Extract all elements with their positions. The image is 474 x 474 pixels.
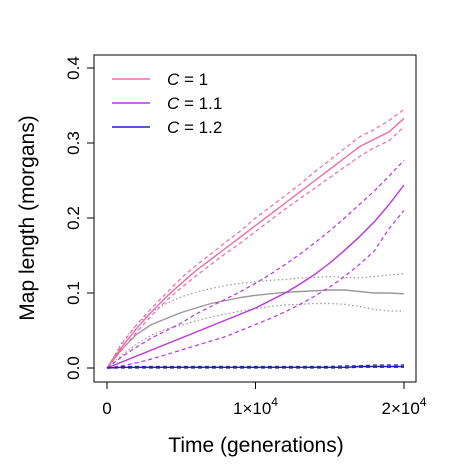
legend: C = 1 C = 1.1 C = 1.2	[112, 70, 222, 137]
series-line-C-1_1-dashed-4	[106, 159, 405, 369]
series-line-unlabeled-dotted-10	[106, 272, 405, 369]
y-tick-label-1: 0.1	[64, 281, 83, 305]
series-line-C-1-dashed-1	[106, 108, 405, 369]
series-line-C-1_2-solid-6	[106, 365, 404, 369]
x-axis: 0 1×104 2×104	[102, 381, 427, 418]
y-tick-label-2: 0.2	[64, 206, 83, 230]
series-line-C-1-dashed-2	[106, 126, 405, 369]
series-layer	[106, 108, 405, 369]
series-line-unlabeled-dotted-11	[106, 302, 404, 369]
series-line-C-1_2-dashed-8	[107, 366, 404, 369]
y-tick-label-3: 0.3	[64, 131, 83, 155]
x-tick-label-2: 2×104	[382, 395, 427, 418]
series-line-C-1_2-dashed-7	[106, 364, 404, 369]
y-axis-label: Map length (morgans)	[16, 115, 39, 320]
series-line-C-1-solid-0	[106, 117, 405, 369]
y-tick-label-0: 0.0	[64, 356, 83, 380]
y-tick-label-4: 0.4	[64, 56, 83, 80]
x-tick-label-0: 0	[102, 399, 111, 418]
x-axis-label: Time (generations)	[168, 434, 343, 457]
series-line-C-1_1-dashed-5	[106, 210, 405, 369]
legend-label-0: C = 1	[167, 70, 208, 89]
y-axis: 0.0 0.1 0.2 0.3 0.4	[64, 56, 95, 380]
series-line-C-1_1-solid-3	[106, 184, 405, 369]
series-line-unlabeled-solid-9	[106, 289, 405, 369]
legend-label-2: C = 1.2	[167, 118, 222, 137]
legend-label-1: C = 1.1	[167, 94, 222, 113]
x-tick-label-1: 1×104	[233, 395, 278, 418]
